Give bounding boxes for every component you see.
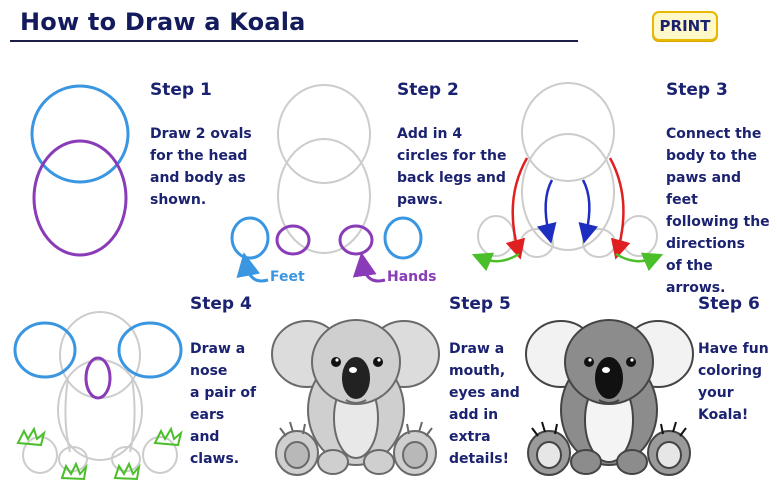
step-3-drawing bbox=[471, 82, 664, 272]
claw-left-top bbox=[16, 426, 46, 447]
claw-left-bottom bbox=[60, 461, 88, 481]
blue-arrow-left bbox=[536, 179, 557, 244]
step-2-drawing bbox=[230, 84, 423, 283]
ear-right bbox=[117, 321, 183, 379]
step-5-text: Draw a mouth, eyes and add in extra deta… bbox=[449, 341, 520, 467]
green-arrow-right bbox=[615, 252, 664, 272]
ear-left bbox=[13, 321, 77, 379]
step-1-heading: Step 1 bbox=[150, 80, 212, 100]
print-button[interactable]: PRINT bbox=[652, 11, 718, 41]
hands-label: Hands bbox=[387, 269, 437, 285]
step-1-drawing bbox=[30, 84, 130, 257]
claw-right-bottom bbox=[113, 461, 141, 481]
step-4-heading: Step 4 bbox=[190, 294, 252, 314]
page-title: How to Draw a Koala bbox=[20, 8, 306, 36]
step-3-text: Connect the body to the paws and feet fo… bbox=[666, 126, 770, 296]
step-6-text: Have fun coloring your Koala! bbox=[698, 341, 769, 423]
green-arrow-left bbox=[471, 252, 520, 272]
step-1-text: Draw 2 ovals for the head and body as sh… bbox=[150, 126, 252, 208]
step-5-drawing bbox=[271, 319, 440, 476]
red-arrow-right bbox=[608, 157, 631, 260]
foot-circle-left bbox=[230, 216, 270, 260]
nose-outline bbox=[84, 356, 112, 400]
step-6-drawing bbox=[525, 319, 694, 476]
step-5-heading: Step 5 bbox=[449, 294, 511, 314]
step-3-heading: Step 3 bbox=[666, 80, 728, 100]
hand-circle-right bbox=[338, 224, 374, 256]
step-2-heading: Step 2 bbox=[397, 80, 459, 100]
foot-circle-right bbox=[383, 216, 423, 260]
step-4-drawing bbox=[13, 311, 183, 481]
title-underline bbox=[10, 40, 578, 42]
step-2-text: Add in 4 circles for the back legs and p… bbox=[397, 126, 507, 208]
step-4-text: Draw a nose a pair of ears and claws. bbox=[190, 341, 257, 467]
head-oval bbox=[30, 84, 130, 184]
hand-circle-left bbox=[275, 224, 311, 256]
feet-label: Feet bbox=[270, 269, 305, 285]
step-6-heading: Step 6 bbox=[698, 294, 760, 314]
red-arrow-left bbox=[505, 157, 529, 260]
body-oval bbox=[32, 139, 128, 257]
blue-arrow-right bbox=[578, 179, 599, 244]
claw-right-top bbox=[153, 426, 183, 447]
